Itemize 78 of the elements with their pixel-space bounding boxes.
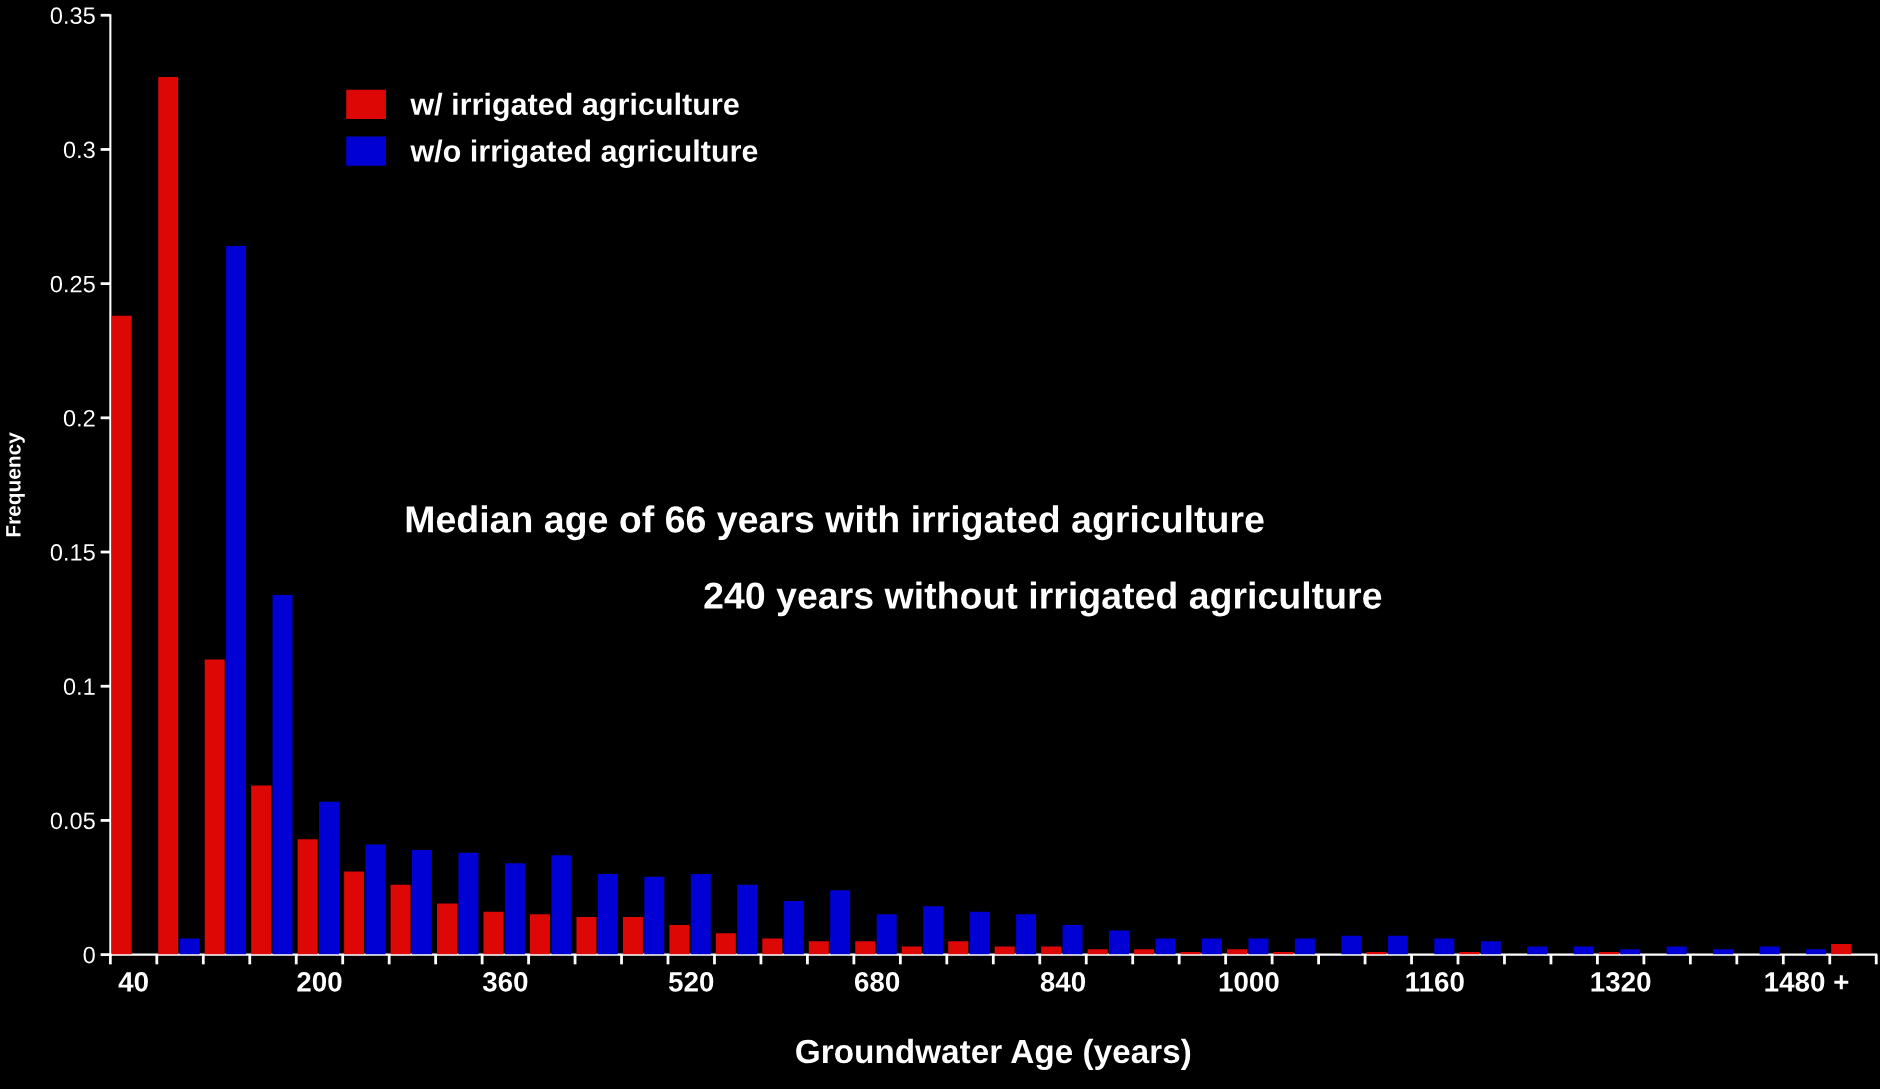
bar [179,938,200,955]
bar [483,911,504,955]
x-tick-label: 360 [482,972,528,992]
bar [458,852,479,955]
bar [783,900,804,955]
y-tick-label: 0.2 [63,409,95,427]
x-tick-label: 680 [854,972,900,992]
bar [1155,938,1176,955]
bar [808,941,829,955]
bar [737,884,758,955]
x-tick-label: 200 [297,972,342,992]
bar [597,874,618,955]
y-tick-label: 0.15 [50,544,95,561]
y-tick-label: 0.35 [50,7,95,25]
x-tick-label: 1000 [1219,972,1279,992]
bar [1201,938,1222,955]
y-axis-title: Frequency [6,432,25,537]
bar [1227,949,1248,955]
bar [437,903,458,955]
bar [1087,949,1108,955]
bar [1387,935,1408,955]
annotation: 240 years without irrigated agriculture [704,581,1382,617]
legend-label: w/ irrigated agriculture [410,92,739,122]
bar [551,855,572,955]
annotation: Median age of 66 years with irrigated agriculture [406,505,1264,541]
bar [390,884,411,955]
bar [272,594,293,955]
x-tick-label: 1160 [1406,972,1464,992]
bar [1134,949,1155,955]
bar [669,925,690,955]
bar [1341,935,1362,955]
bar [1248,938,1269,955]
bar [411,849,432,955]
y-tick-label: 0.3 [63,141,95,159]
bar [1062,925,1083,955]
x-tick-label: 520 [668,972,714,992]
bar [762,938,783,955]
bar [344,871,365,955]
legend-label: w/o irrigated agriculture [410,139,758,169]
bar [622,917,643,955]
bar [1480,941,1501,955]
bar [1294,938,1315,955]
bar [111,315,132,955]
y-tick-label: 0.25 [50,275,95,293]
y-tick-label: 0.05 [50,812,95,830]
bar [204,659,225,955]
bar [158,76,179,955]
bar [855,941,876,955]
bar [1620,949,1641,955]
bar [876,914,897,955]
bar [1109,930,1129,955]
x-tick-label: 1480 + [1765,972,1849,992]
bar [365,844,386,955]
bar [504,863,525,955]
x-tick-label: 40 [118,972,148,992]
bar [1713,949,1734,955]
bar [1806,949,1827,955]
bar [226,246,247,955]
bar [576,917,597,955]
bar [969,911,990,955]
x-axis-title: Groundwater Age (years) [796,1038,1191,1071]
bar [297,839,318,955]
bar [690,874,711,955]
bar [644,876,665,955]
x-tick-label: 840 [1040,972,1086,992]
x-tick-label: 1320 [1591,972,1651,992]
bar [715,933,736,955]
bar [948,941,969,955]
bar [1016,914,1037,955]
bar [1434,938,1455,955]
bar [830,890,851,955]
y-tick-label: 0 [83,946,95,964]
y-tick-label: 0.1 [63,678,95,696]
bar [1831,943,1852,955]
bar [319,801,339,955]
bar [251,785,272,955]
bar [923,906,944,955]
bar [529,914,550,955]
